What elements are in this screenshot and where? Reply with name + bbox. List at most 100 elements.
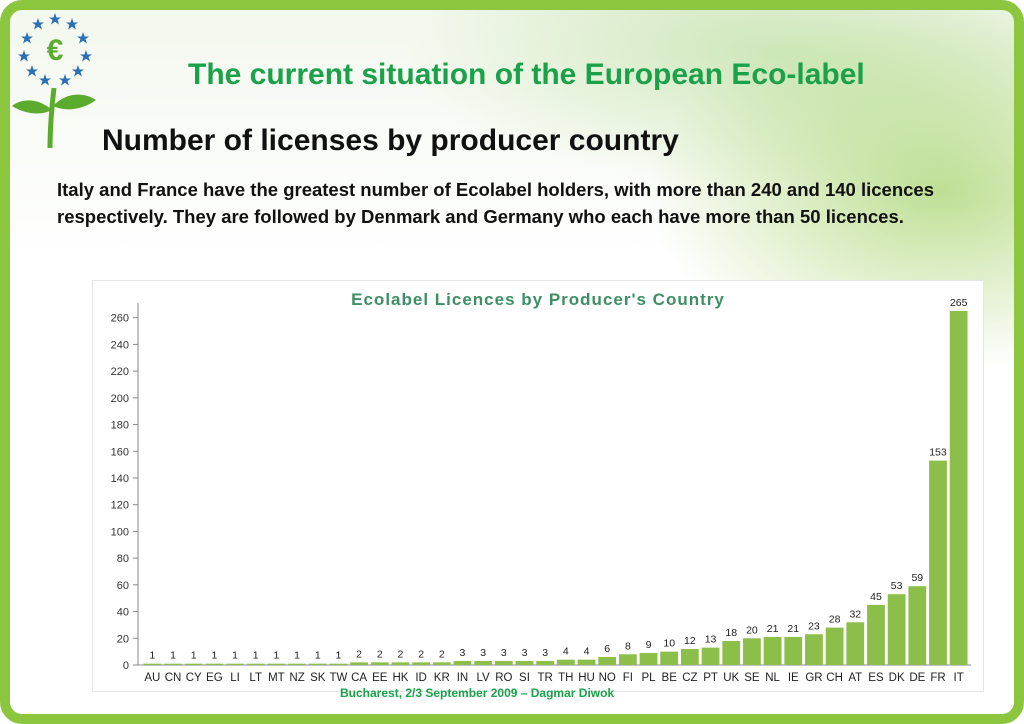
y-tick-label: 60 bbox=[117, 580, 129, 592]
data-label: 1 bbox=[273, 650, 279, 662]
data-label: 4 bbox=[584, 646, 590, 658]
star-icon bbox=[21, 32, 33, 44]
x-tick-label: SK bbox=[310, 672, 326, 684]
x-tick-label: DK bbox=[889, 672, 905, 684]
x-tick-label: LT bbox=[249, 672, 262, 684]
bar-no bbox=[598, 656, 617, 665]
y-tick-label: 220 bbox=[111, 366, 129, 378]
bar-ro bbox=[494, 660, 513, 665]
chart-title: Ecolabel Licences by Producer's Country bbox=[351, 290, 725, 309]
x-tick-label: SI bbox=[519, 672, 530, 684]
data-label: 1 bbox=[170, 650, 176, 662]
logo-letter: € bbox=[47, 34, 64, 67]
bar-at bbox=[846, 622, 865, 665]
data-label: 2 bbox=[398, 648, 404, 660]
bar-gr bbox=[805, 634, 823, 665]
y-tick-label: 100 bbox=[111, 526, 129, 538]
data-label: 32 bbox=[849, 608, 861, 620]
data-label: 28 bbox=[829, 614, 841, 626]
bar-chart: Ecolabel Licences by Producer's Country 0… bbox=[111, 290, 971, 684]
data-label: 1 bbox=[149, 650, 155, 662]
page-title: The current situation of the European Ec… bbox=[188, 58, 865, 91]
bar-it bbox=[949, 311, 968, 665]
data-label: 3 bbox=[522, 647, 528, 659]
bar-es bbox=[867, 604, 885, 665]
bar-th bbox=[556, 659, 575, 665]
data-label: 265 bbox=[950, 297, 968, 309]
x-tick-label: TW bbox=[329, 672, 347, 684]
star-icon bbox=[39, 74, 51, 86]
bar-hu bbox=[577, 659, 596, 665]
data-label: 18 bbox=[725, 627, 737, 639]
x-tick-label: ES bbox=[868, 672, 884, 684]
x-tick-label: FI bbox=[623, 672, 633, 684]
data-label: 4 bbox=[563, 646, 569, 658]
x-tick-label: TH bbox=[558, 672, 573, 684]
bar-li bbox=[226, 663, 244, 665]
bar-cy bbox=[184, 663, 203, 665]
bar-si bbox=[515, 660, 534, 665]
bar-id bbox=[412, 662, 431, 665]
bar-fi bbox=[618, 654, 637, 665]
data-label: 2 bbox=[377, 648, 383, 660]
x-tick-label: EG bbox=[206, 672, 223, 684]
data-label: 1 bbox=[232, 650, 238, 662]
data-label: 3 bbox=[480, 647, 486, 659]
x-tick-label: NZ bbox=[289, 672, 304, 684]
y-tick-label: 20 bbox=[117, 633, 129, 645]
bar-ee bbox=[370, 662, 389, 665]
star-icon bbox=[59, 74, 71, 86]
x-tick-label: FR bbox=[930, 672, 945, 684]
data-label: 53 bbox=[891, 580, 903, 592]
y-tick-label: 260 bbox=[111, 313, 129, 325]
bar-uk bbox=[722, 640, 741, 665]
data-label: 3 bbox=[460, 647, 466, 659]
data-label: 8 bbox=[625, 640, 631, 652]
x-tick-label: TR bbox=[537, 672, 552, 684]
description-text: Italy and France have the greatest numbe… bbox=[57, 179, 934, 227]
star-icon bbox=[49, 13, 61, 25]
x-tick-label: CZ bbox=[682, 672, 697, 684]
bar-pl bbox=[639, 652, 658, 665]
y-tick-label: 120 bbox=[111, 500, 129, 512]
bar-lv bbox=[474, 660, 493, 665]
data-label: 21 bbox=[767, 623, 779, 635]
bar-tr bbox=[536, 660, 555, 665]
data-label: 23 bbox=[808, 620, 820, 632]
x-tick-label: DE bbox=[909, 672, 925, 684]
x-tick-label: CA bbox=[351, 672, 367, 684]
y-tick-label: 80 bbox=[117, 553, 129, 565]
data-label: 13 bbox=[705, 634, 717, 646]
data-label: 2 bbox=[418, 648, 424, 660]
star-icon bbox=[72, 65, 84, 77]
bar-be bbox=[660, 651, 679, 665]
eu-ecolabel-flower-icon: € bbox=[12, 13, 96, 149]
star-icon bbox=[77, 32, 89, 44]
data-label: 1 bbox=[253, 650, 259, 662]
data-label: 20 bbox=[746, 624, 758, 636]
y-tick-label: 240 bbox=[111, 339, 129, 351]
bar-cz bbox=[680, 648, 699, 665]
data-label: 1 bbox=[211, 650, 217, 662]
x-tick-label: BE bbox=[662, 672, 678, 684]
y-tick-label: 140 bbox=[111, 473, 129, 485]
x-tick-label: RO bbox=[495, 672, 512, 684]
page-subtitle: Number of licenses by producer country bbox=[102, 124, 679, 157]
bar-ch bbox=[825, 627, 844, 665]
x-tick-label: NO bbox=[599, 672, 616, 684]
x-tick-label: CY bbox=[186, 672, 202, 684]
data-label: 1 bbox=[191, 650, 197, 662]
bar-lt bbox=[246, 663, 265, 665]
chart-container: Ecolabel Licences by Producer's Country 0… bbox=[92, 280, 984, 692]
x-tick-label: IT bbox=[954, 672, 964, 684]
data-label: 153 bbox=[929, 447, 947, 459]
x-tick-label: PL bbox=[641, 672, 656, 684]
bar-ca bbox=[350, 662, 368, 665]
star-icon bbox=[32, 18, 44, 30]
x-tick-label: CH bbox=[826, 672, 843, 684]
bar-dk bbox=[887, 594, 906, 665]
x-tick-label: UK bbox=[723, 672, 739, 684]
y-tick-label: 0 bbox=[123, 660, 129, 672]
bar-in bbox=[453, 660, 472, 665]
footer-text: Bucharest, 2/3 September 2009 – Dagmar D… bbox=[340, 686, 615, 700]
